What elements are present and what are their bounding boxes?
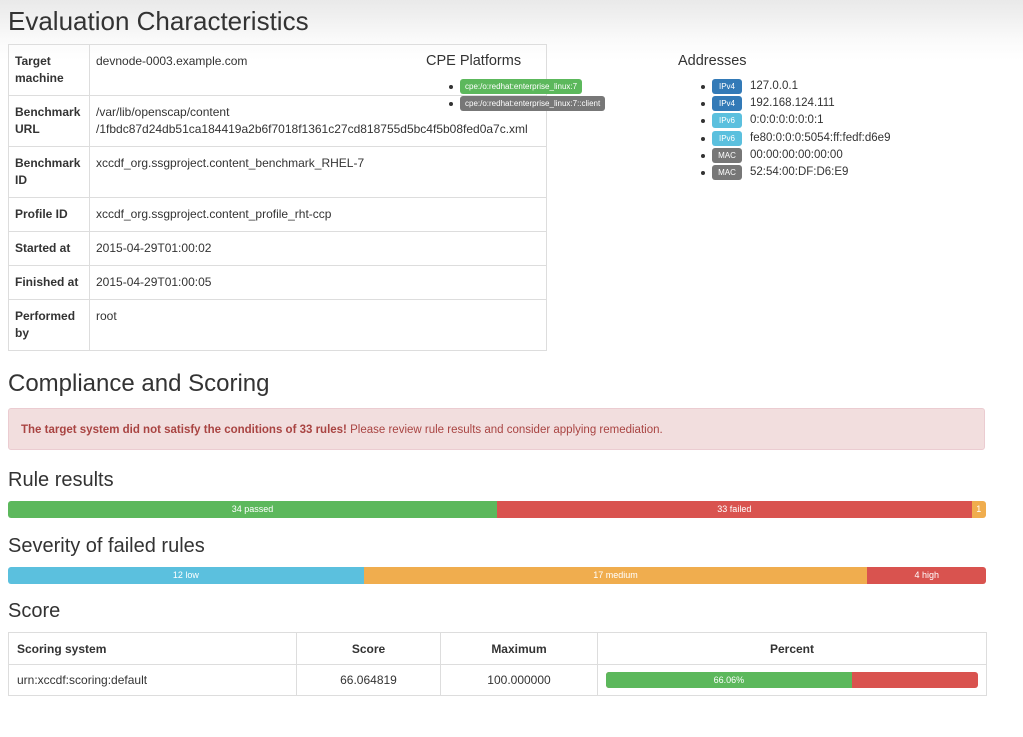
- row-label: Started at: [8, 231, 90, 266]
- cpe-list: cpe:/o:redhat:enterprise_linux:7 cpe:/o:r…: [448, 79, 606, 113]
- alert-text: Please review rule results and consider …: [350, 424, 663, 436]
- percent-fill: 66.06%: [606, 672, 852, 688]
- row-label: Benchmark URL: [8, 95, 90, 147]
- cpe-item: cpe:/o:redhat:enterprise_linux:7: [448, 79, 605, 96]
- address-type-badge: IPv6: [712, 130, 742, 146]
- compliance-heading: Compliance and Scoring: [8, 370, 270, 397]
- address-value: 00:00:00:00:00:00: [750, 148, 843, 161]
- severity-heading: Severity of failed rules: [8, 535, 205, 557]
- row-label: Benchmark ID: [8, 146, 90, 198]
- addresses-heading: Addresses: [678, 53, 747, 69]
- value-line: /1fbdc87d24db51ca184419a2b6f7018f1361c27…: [96, 122, 528, 136]
- row-label: Finished at: [8, 265, 90, 300]
- value-line: /var/lib/openscap/content: [96, 105, 230, 119]
- column-header: Scoring system: [8, 632, 297, 665]
- bar-segment: 34 passed: [8, 501, 497, 518]
- row-label: Target machine: [8, 44, 90, 96]
- address-item: IPv6 0:0:0:0:0:0:0:1: [700, 113, 890, 130]
- cpe-badge: cpe:/o:redhat:enterprise_linux:7::client: [460, 96, 606, 112]
- evaluation-table: Target machine devnode-0003.example.com Be…: [8, 44, 547, 351]
- row-value: root: [89, 299, 547, 351]
- score-value: 66.064819: [296, 664, 441, 696]
- column-header: Score: [296, 632, 441, 665]
- value-line: xccdf_org.ssgproject.content_benchmark_R…: [96, 156, 365, 170]
- row-value: xccdf_org.ssgproject.content_benchmark_R…: [89, 146, 547, 198]
- address-value: 127.0.0.1: [750, 80, 798, 92]
- table-row: Performed by root: [8, 299, 547, 351]
- scoring-system: urn:xccdf:scoring:default: [8, 664, 297, 696]
- alert-strong: The target system did not satisfy the co…: [21, 424, 347, 436]
- address-item: IPv6 fe80:0:0:0:5054:ff:fedf:d6e9: [700, 130, 891, 148]
- address-value: 192.168.124.111: [750, 97, 835, 110]
- address-type-badge: MAC: [712, 164, 742, 180]
- bar-segment: 4 high: [867, 567, 986, 584]
- severity-bar: 12 low 17 medium 4 high: [8, 567, 986, 584]
- row-label: Performed by: [8, 299, 90, 351]
- cpe-heading: CPE Platforms: [426, 53, 522, 69]
- address-type-badge: IPv4: [712, 96, 742, 112]
- score-maximum: 100.000000: [440, 664, 598, 696]
- score-table: Scoring system Score Maximum Percent urn:xc…: [8, 632, 987, 696]
- address-type-badge: MAC: [712, 147, 742, 163]
- percent-bar: 66.06%: [606, 672, 978, 688]
- row-value: 2015-04-29T01:00:05: [89, 265, 547, 300]
- address-item: IPv4 127.0.0.1: [700, 79, 890, 96]
- alert-box: The target system did not satisfy the co…: [8, 408, 985, 450]
- table-row: Profile ID xccdf_org.ssgproject.content_p…: [8, 197, 547, 232]
- address-value: 52:54:00:DF:D6:E9: [750, 165, 849, 178]
- rule-results-bar: 34 passed 33 failed 1: [8, 501, 986, 518]
- address-value: 0:0:0:0:0:0:0:1: [750, 114, 824, 127]
- table-row: Started at 2015-04-29T01:00:02: [8, 231, 547, 266]
- table-row: Finished at 2015-04-29T01:00:05: [8, 265, 547, 300]
- row-value: 2015-04-29T01:00:02: [89, 231, 547, 266]
- address-type-badge: IPv4: [712, 79, 742, 94]
- page-title: Evaluation Characteristics: [8, 6, 309, 36]
- rule-results-heading: Rule results: [8, 469, 114, 491]
- address-value: fe80:0:0:0:5054:ff:fedf:d6e9: [750, 131, 891, 144]
- address-list: IPv4 127.0.0.1 IPv4 192.168.124.111 IPv6 0:0:…: [700, 79, 891, 182]
- score-heading: Score: [8, 600, 61, 622]
- column-header: Maximum: [440, 632, 598, 665]
- table-row: Benchmark ID xccdf_org.ssgproject.content…: [8, 146, 547, 198]
- cpe-item: cpe:/o:redhat:enterprise_linux:7::client: [448, 96, 606, 113]
- address-item: IPv4 192.168.124.111: [700, 96, 890, 113]
- bar-segment: 33 failed: [497, 501, 972, 518]
- value-line: devnode-0003.example.com: [96, 54, 248, 68]
- bar-segment: 17 medium: [363, 567, 868, 584]
- bar-segment: 12 low: [8, 567, 364, 584]
- value-line: xccdf_org.ssgproject.content_profile_rht…: [96, 207, 332, 221]
- address-item: MAC 00:00:00:00:00:00: [700, 147, 890, 165]
- bar-segment: 1: [971, 501, 986, 518]
- cpe-badge: cpe:/o:redhat:enterprise_linux:7: [460, 79, 583, 94]
- column-header: Percent: [597, 632, 987, 665]
- value-line: 2015-04-29T01:00:05: [96, 275, 212, 289]
- address-type-badge: IPv6: [712, 113, 742, 129]
- row-value: xccdf_org.ssgproject.content_profile_rht…: [89, 197, 547, 232]
- row-label: Profile ID: [8, 197, 90, 232]
- score-percent-cell: 66.06%: [597, 664, 987, 696]
- address-item: MAC 52:54:00:DF:D6:E9: [700, 164, 890, 182]
- value-line: root: [96, 309, 117, 323]
- value-line: 2015-04-29T01:00:02: [96, 241, 212, 255]
